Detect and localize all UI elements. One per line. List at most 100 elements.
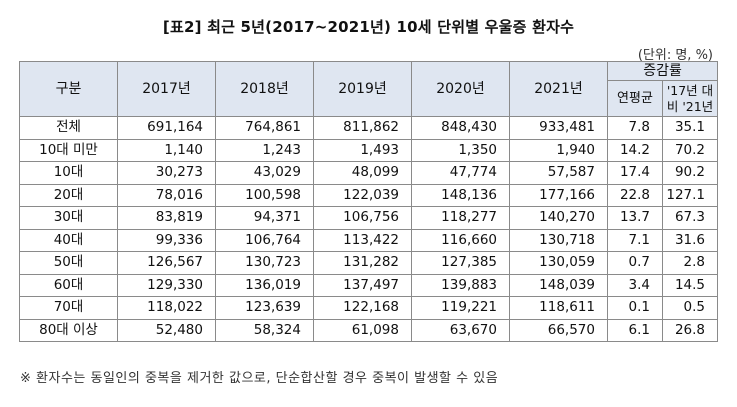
- patients-table: 구분 2017년 2018년 2019년 2020년 2021년 증감률 연평균…: [19, 61, 719, 342]
- cell-count: 764,861: [215, 116, 314, 140]
- row-category: 전체: [19, 116, 118, 140]
- table-row: 20대 78,016 100,598 122,039 148,136 177,166 22.…: [19, 183, 719, 207]
- cell-count: 30,273: [117, 161, 216, 185]
- cell-count: 130,059: [509, 251, 608, 275]
- cell-count: 1,243: [215, 138, 314, 162]
- cell-count: 118,611: [509, 296, 608, 320]
- cell-growth-rate: 14.5: [661, 273, 719, 297]
- cell-growth-rate: 7.1: [607, 228, 663, 252]
- cell-count: 58,324: [215, 318, 314, 342]
- cell-growth-rate: 17.4: [607, 161, 663, 185]
- cell-count: 43,029: [215, 161, 314, 185]
- table-row: 40대 99,336 106,764 113,422 116,660 130,718 7.1…: [19, 228, 719, 252]
- table-row: 10대 미만 1,140 1,243 1,493 1,350 1,940 14.2 70.2: [19, 138, 719, 162]
- header-growth-group: 증감률: [606, 61, 719, 81]
- cell-growth-rate: 0.1: [607, 296, 663, 320]
- cell-count: 1,350: [411, 138, 510, 162]
- header-year: 2020년: [411, 61, 510, 117]
- cell-growth-rate: 0.5: [661, 296, 719, 320]
- table-row: 70대 118,022 123,639 122,168 119,221 118,611 0.…: [19, 296, 719, 320]
- row-category: 50대: [19, 251, 118, 275]
- cell-count: 99,336: [117, 228, 216, 252]
- table-row: 60대 129,330 136,019 137,497 139,883 148,039 3.…: [19, 273, 719, 297]
- cell-growth-rate: 14.2: [607, 138, 663, 162]
- cell-count: 94,371: [215, 206, 314, 230]
- cell-growth-rate: 22.8: [607, 183, 663, 207]
- cell-count: 177,166: [509, 183, 608, 207]
- cell-count: 1,493: [313, 138, 412, 162]
- unit-label: (단위: 명, %): [637, 48, 713, 63]
- header-year: 2019년: [313, 61, 412, 117]
- row-category: 80대 이상: [19, 318, 118, 342]
- cell-count: 118,277: [411, 206, 510, 230]
- cell-count: 119,221: [411, 296, 510, 320]
- cell-growth-rate: 26.8: [661, 318, 719, 342]
- cell-growth-rate: 67.3: [661, 206, 719, 230]
- header-growth-annual: 연평균: [607, 80, 663, 117]
- cell-count: 48,099: [313, 161, 412, 185]
- cell-growth-rate: 13.7: [607, 206, 663, 230]
- row-category: 30대: [19, 206, 118, 230]
- table-row: 10대 30,273 43,029 48,099 47,774 57,587 17.4 90.…: [19, 161, 719, 185]
- row-category: 40대: [19, 228, 118, 252]
- cell-count: 129,330: [117, 273, 216, 297]
- cell-count: 139,883: [411, 273, 510, 297]
- cell-count: 140,270: [509, 206, 608, 230]
- cell-growth-rate: 70.2: [661, 138, 719, 162]
- cell-count: 106,764: [215, 228, 314, 252]
- cell-count: 47,774: [411, 161, 510, 185]
- cell-count: 811,862: [313, 116, 412, 140]
- cell-count: 130,723: [215, 251, 314, 275]
- header-year: 2017년: [117, 61, 216, 117]
- cell-growth-rate: 2.8: [661, 251, 719, 275]
- cell-growth-rate: 35.1: [661, 116, 719, 140]
- cell-growth-rate: 0.7: [607, 251, 663, 275]
- cell-count: 126,567: [117, 251, 216, 275]
- cell-count: 137,497: [313, 273, 412, 297]
- row-category: 10대: [19, 161, 118, 185]
- header-category: 구분: [19, 61, 118, 117]
- table-title: [표2] 최근 5년(2017~2021년) 10세 단위별 우울증 환자수: [162, 18, 575, 36]
- cell-growth-rate: 127.1: [661, 183, 719, 207]
- cell-count: 100,598: [215, 183, 314, 207]
- cell-count: 118,022: [117, 296, 216, 320]
- cell-count: 83,819: [117, 206, 216, 230]
- cell-count: 148,136: [411, 183, 510, 207]
- row-category: 60대: [19, 273, 118, 297]
- cell-count: 131,282: [313, 251, 412, 275]
- cell-count: 127,385: [411, 251, 510, 275]
- cell-count: 933,481: [509, 116, 608, 140]
- table-row: 전체 691,164 764,861 811,862 848,430 933,481 7.8…: [19, 116, 719, 140]
- cell-count: 848,430: [411, 116, 510, 140]
- row-category: 70대: [19, 296, 118, 320]
- cell-growth-rate: 90.2: [661, 161, 719, 185]
- cell-count: 136,019: [215, 273, 314, 297]
- cell-growth-rate: 7.8: [607, 116, 663, 140]
- cell-count: 123,639: [215, 296, 314, 320]
- cell-count: 1,940: [509, 138, 608, 162]
- cell-count: 122,039: [313, 183, 412, 207]
- table-row: 50대 126,567 130,723 131,282 127,385 130,059 0.…: [19, 251, 719, 275]
- cell-growth-rate: 31.6: [661, 228, 719, 252]
- cell-count: 116,660: [411, 228, 510, 252]
- cell-count: 106,756: [313, 206, 412, 230]
- cell-growth-rate: 6.1: [607, 318, 663, 342]
- cell-count: 691,164: [117, 116, 216, 140]
- cell-count: 78,016: [117, 183, 216, 207]
- row-category: 10대 미만: [19, 138, 118, 162]
- cell-count: 57,587: [509, 161, 608, 185]
- header-growth-17-21: '17년 대비 '21년: [661, 80, 719, 117]
- cell-count: 113,422: [313, 228, 412, 252]
- row-category: 20대: [19, 183, 118, 207]
- table-row: 80대 이상 52,480 58,324 61,098 63,670 66,570 6.1 2…: [19, 318, 719, 342]
- header-year: 2021년: [509, 61, 608, 117]
- cell-count: 52,480: [117, 318, 216, 342]
- cell-count: 148,039: [509, 273, 608, 297]
- cell-count: 63,670: [411, 318, 510, 342]
- cell-count: 130,718: [509, 228, 608, 252]
- cell-count: 66,570: [509, 318, 608, 342]
- footnote: ※ 환자수는 동일인의 중복을 제거한 값으로, 단순합산할 경우 중복이 발생…: [20, 371, 499, 386]
- table-row: 30대 83,819 94,371 106,756 118,277 140,270 13.7…: [19, 206, 719, 230]
- cell-count: 122,168: [313, 296, 412, 320]
- cell-count: 61,098: [313, 318, 412, 342]
